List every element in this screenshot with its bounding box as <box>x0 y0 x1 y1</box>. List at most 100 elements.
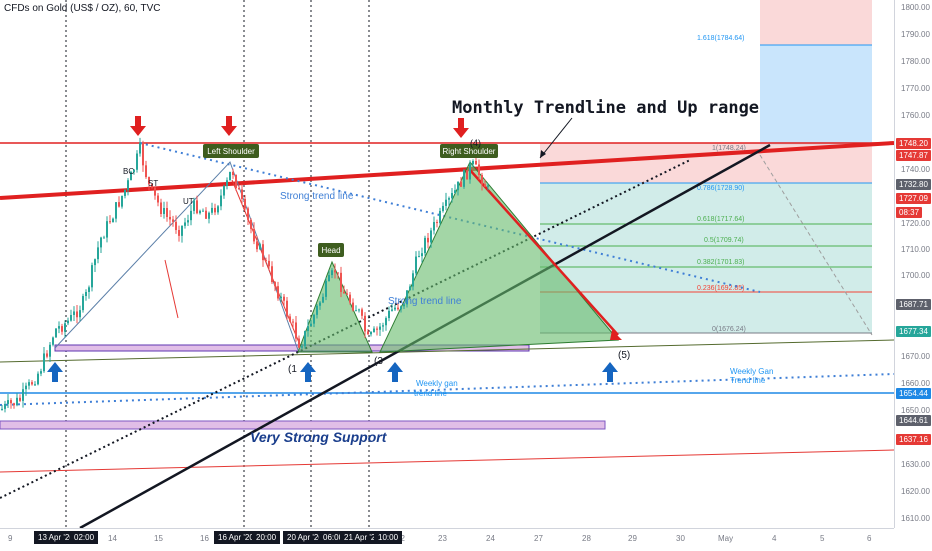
candle-body <box>454 190 456 194</box>
strong-trend-line-label-1: Strong trend line <box>280 191 354 202</box>
price-label: 1747.87 <box>896 150 931 161</box>
candle-body <box>82 296 84 311</box>
candle-body <box>472 160 474 165</box>
candle-body <box>16 397 18 406</box>
candle-body <box>367 331 369 335</box>
price-tick: 1670.00 <box>901 352 930 361</box>
price-axis[interactable]: 1800.001790.001780.001770.001760.001750.… <box>894 0 932 528</box>
candle-body <box>322 296 324 303</box>
right-shoulder-label: Right Shoulder <box>443 147 496 156</box>
candle-body <box>127 180 129 190</box>
candle-body <box>160 202 162 215</box>
candle-body <box>403 304 405 307</box>
candle-body <box>385 318 387 326</box>
candle-body <box>247 208 249 220</box>
candle-body <box>463 170 465 187</box>
candle-body <box>304 330 306 347</box>
candle-body <box>298 338 300 348</box>
candle-body <box>412 273 414 287</box>
wave-5-label: (5) <box>618 350 630 361</box>
candle-body <box>244 198 246 209</box>
price-tick: 1660.00 <box>901 379 930 388</box>
candle-body <box>262 244 264 261</box>
candle-body <box>175 221 177 231</box>
price-tick: 1740.00 <box>901 165 930 174</box>
time-highlight: 16 Apr '20 <box>214 531 258 544</box>
time-tick: May <box>718 534 734 543</box>
candle-body <box>370 332 372 335</box>
candle-body <box>124 189 126 196</box>
candle-body <box>337 272 339 274</box>
candle-body <box>475 160 477 165</box>
candle-body <box>187 220 189 223</box>
candle-body <box>223 185 225 196</box>
candle-body <box>469 164 471 180</box>
candle-body <box>58 326 60 329</box>
candle-body <box>37 373 39 385</box>
price-tick: 1650.00 <box>901 406 930 415</box>
price-tick: 1700.00 <box>901 271 930 280</box>
head-label: Head <box>321 246 340 255</box>
candle-body <box>148 177 150 185</box>
candle-body <box>376 328 378 330</box>
weekly-gan-label-1b: trend line <box>414 389 447 398</box>
candle-body <box>292 321 294 323</box>
time-axis[interactable]: 914151622232427282930May45613 Apr '2002:… <box>0 528 894 551</box>
candle-body <box>259 244 261 250</box>
candle-body <box>49 344 51 357</box>
head-badge <box>318 243 344 257</box>
candle-body <box>73 311 75 315</box>
price-tick: 1790.00 <box>901 30 930 39</box>
candle-body <box>145 165 147 178</box>
candle-body <box>46 353 48 357</box>
candle-body <box>67 320 69 324</box>
candle-body <box>217 206 219 213</box>
candle-body <box>100 237 102 248</box>
candle-body <box>241 189 243 199</box>
time-highlight: 10:00 <box>374 531 403 544</box>
time-tick: 6 <box>867 534 872 543</box>
candle-body <box>97 247 99 260</box>
red-arrows <box>130 116 469 138</box>
candle-body <box>34 384 36 386</box>
up-arrow-icon <box>300 362 316 382</box>
candle-body <box>208 212 210 219</box>
candle-body <box>310 323 312 327</box>
price-label: 1748.20 <box>896 138 931 149</box>
candle-body <box>478 164 480 175</box>
candle-body <box>1 408 3 410</box>
candle-body <box>442 205 444 211</box>
fib-label: 0.382(1701.83) <box>697 259 744 266</box>
candle-body <box>424 237 426 254</box>
candle-body <box>181 225 183 236</box>
black-dotted-trendline <box>0 159 691 499</box>
price-tick: 1760.00 <box>901 111 930 120</box>
candle-body <box>91 265 93 288</box>
candle-body <box>445 199 447 206</box>
up-arrow-icon <box>387 362 403 382</box>
candle-body <box>397 307 399 310</box>
candle-body <box>94 259 96 266</box>
price-tick: 1780.00 <box>901 57 930 66</box>
time-tick: 4 <box>772 534 777 543</box>
wave-3-label: (3 <box>374 356 383 367</box>
price-label: 1644.61 <box>896 415 931 426</box>
price-label: 08:37 <box>896 207 923 218</box>
candle-body <box>481 174 483 185</box>
candle-body <box>343 291 345 294</box>
price-tick: 1770.00 <box>901 84 930 93</box>
candle-body <box>379 326 381 330</box>
left-shoulder-outline <box>54 161 299 351</box>
candle-body <box>253 228 255 242</box>
weekly-gan-label-2b: Trend line <box>730 376 766 385</box>
candle-body <box>451 193 453 199</box>
candle-body <box>436 222 438 224</box>
fib-label: 0.5(1709.74) <box>704 237 744 244</box>
candle-body <box>76 311 78 318</box>
candle-body <box>358 309 360 311</box>
candle-body <box>130 171 132 181</box>
ut-label: UT <box>183 197 194 206</box>
candle-body <box>136 153 138 170</box>
time-highlight: 20 Apr '20 <box>283 531 327 544</box>
